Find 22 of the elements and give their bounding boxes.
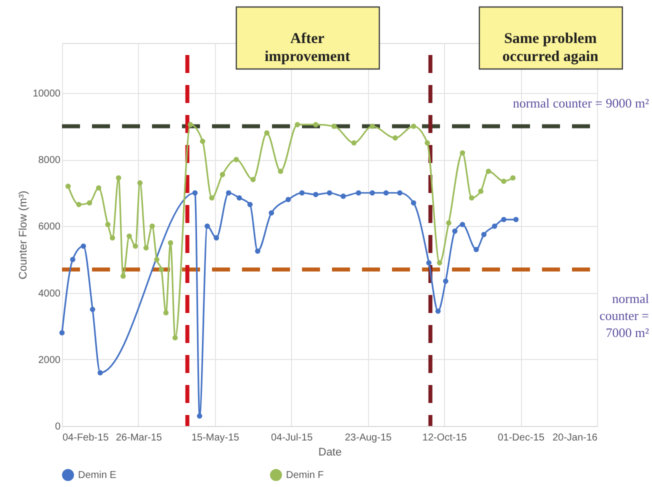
y-tick-label: 8000 [38, 155, 61, 166]
y-tick-label: 10000 [32, 88, 61, 100]
annotation: Same problem occurred again [502, 31, 600, 65]
y-axis-title: Counter Flow (m³) [18, 190, 30, 280]
x-tick-label: 04-Jul-15 [270, 432, 314, 444]
annotation: After improvement [264, 31, 350, 65]
y-tick-label: 4000 [38, 288, 61, 300]
x-tick-label: 01-Dec-15 [498, 432, 545, 444]
ref-line-label: normal counter = 9000 m² [512, 95, 650, 110]
x-tick-label: 15-May-15 [191, 432, 240, 444]
legend-label: Demin F [286, 470, 324, 481]
x-tick-label: 20-Jan-16 [552, 432, 598, 444]
y-tick-label: 6000 [38, 222, 61, 233]
text: normal counter = 7000 m² [599, 291, 650, 340]
x-tick-label: 26-Mar-15 [116, 432, 162, 444]
y-tick-label: 0 [54, 422, 61, 432]
x-tick-label: 23-Aug-15 [344, 432, 392, 444]
x-axis-title: Date [318, 446, 342, 458]
y-tick-label: 2000 [38, 354, 61, 366]
x-tick-label: 12-Oct-15 [422, 432, 468, 444]
legend-label: Demin E [78, 470, 117, 481]
x-tick-label: 04-Feb-15 [62, 432, 110, 444]
